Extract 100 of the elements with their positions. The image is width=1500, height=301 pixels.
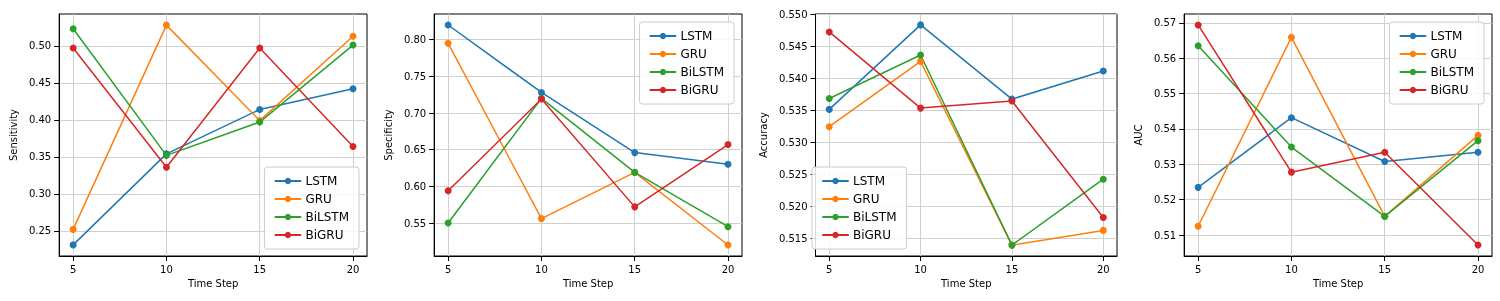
x-tick-label: 20 xyxy=(1471,263,1485,275)
legend-label: BiGRU xyxy=(680,83,719,97)
point xyxy=(1287,33,1295,41)
y-tick-label: 0.56 xyxy=(1153,52,1177,64)
legend-label: BiGRU xyxy=(853,228,891,242)
y-axis-title: AUC xyxy=(1132,124,1144,146)
point xyxy=(256,105,264,113)
point xyxy=(825,28,833,36)
x-tick-label: 5 xyxy=(69,263,77,275)
point xyxy=(724,141,732,149)
point xyxy=(1194,183,1202,191)
y-tick-label: 0.52 xyxy=(1153,194,1177,206)
y-tick-label: 0.40 xyxy=(28,114,52,126)
point xyxy=(1287,114,1295,122)
legend-label: GRU xyxy=(305,192,332,206)
point xyxy=(724,160,732,168)
point xyxy=(1287,143,1295,151)
point xyxy=(1099,175,1107,183)
point xyxy=(162,163,170,171)
legend-label: LSTM xyxy=(1430,29,1463,43)
legend-label: BiLSTM xyxy=(305,210,350,224)
point xyxy=(69,25,77,33)
y-tick-label: 0.535 xyxy=(778,105,808,117)
point xyxy=(1099,214,1107,222)
legend-label: BiGRU xyxy=(305,228,344,242)
x-tick-label: 10 xyxy=(535,263,548,275)
legend-label: BiLSTM xyxy=(680,65,725,79)
point xyxy=(69,241,77,249)
point xyxy=(1099,67,1107,75)
y-tick-label: 0.65 xyxy=(403,144,427,156)
y-tick-label: 0.545 xyxy=(778,41,808,53)
y-tick-label: 0.60 xyxy=(403,180,427,192)
legend-label: GRU xyxy=(1430,47,1457,61)
x-tick-label: 10 xyxy=(160,263,173,275)
x-tick-label: 20 xyxy=(721,263,735,275)
point xyxy=(1194,222,1202,230)
point xyxy=(917,51,925,59)
y-tick-label: 0.70 xyxy=(403,107,427,119)
y-tick-label: 0.53 xyxy=(1153,158,1177,170)
point xyxy=(1099,226,1107,234)
point xyxy=(1474,137,1482,145)
y-tick-label: 0.80 xyxy=(403,34,427,46)
y-tick-label: 0.525 xyxy=(778,169,808,181)
legend-label: BiGRU xyxy=(1430,83,1469,97)
point xyxy=(69,44,77,52)
point xyxy=(1194,21,1202,29)
legend-label: GRU xyxy=(853,192,880,206)
point xyxy=(917,21,925,29)
x-tick-label: 20 xyxy=(346,263,360,275)
point xyxy=(537,215,545,223)
point xyxy=(1194,42,1202,50)
point xyxy=(69,225,77,233)
legend-label: LSTM xyxy=(853,174,885,188)
legend-label: BiLSTM xyxy=(1430,65,1475,79)
point xyxy=(631,149,639,157)
point xyxy=(724,223,732,231)
y-tick-label: 0.30 xyxy=(28,188,52,200)
y-tick-label: 0.530 xyxy=(778,137,808,149)
legend-label: GRU xyxy=(680,47,707,61)
y-tick-label: 0.35 xyxy=(28,151,52,163)
x-tick-label: 15 xyxy=(1378,263,1392,275)
y-tick-label: 0.45 xyxy=(28,77,52,89)
point xyxy=(256,44,264,52)
y-axis-title: Accuracy xyxy=(757,112,769,158)
x-tick-label: 10 xyxy=(1285,263,1298,275)
x-axis-title: Time Step xyxy=(1311,278,1364,290)
legend-label: BiLSTM xyxy=(853,210,897,224)
y-tick-label: 0.540 xyxy=(778,73,808,85)
x-tick-label: 10 xyxy=(914,263,927,275)
y-tick-label: 0.25 xyxy=(28,225,52,237)
point xyxy=(917,104,925,112)
point xyxy=(444,187,452,195)
y-tick-label: 0.50 xyxy=(28,40,52,52)
point xyxy=(1381,148,1389,156)
point xyxy=(444,39,452,47)
point xyxy=(825,95,833,103)
x-tick-label: 15 xyxy=(628,263,642,275)
point xyxy=(162,21,170,29)
x-tick-label: 15 xyxy=(253,263,267,275)
y-tick-label: 0.55 xyxy=(1153,88,1177,100)
point xyxy=(825,123,833,131)
x-tick-label: 15 xyxy=(1005,263,1019,275)
point xyxy=(1381,158,1389,166)
x-axis-title: Time Step xyxy=(186,278,239,290)
point xyxy=(349,142,357,150)
y-tick-label: 0.520 xyxy=(778,201,808,213)
y-tick-label: 0.51 xyxy=(1153,229,1177,241)
x-tick-label: 5 xyxy=(826,263,833,275)
y-tick-label: 0.550 xyxy=(778,9,808,21)
y-tick-label: 0.55 xyxy=(403,217,427,229)
point xyxy=(349,85,357,93)
y-axis-title: Sensitivity xyxy=(7,108,19,162)
y-tick-label: 0.75 xyxy=(403,70,427,82)
legend-label: LSTM xyxy=(305,174,338,188)
x-tick-label: 5 xyxy=(444,263,452,275)
y-tick-label: 0.515 xyxy=(778,233,808,245)
point xyxy=(1474,148,1482,156)
point xyxy=(825,105,833,113)
point xyxy=(631,203,639,211)
legend-label: LSTM xyxy=(680,29,713,43)
